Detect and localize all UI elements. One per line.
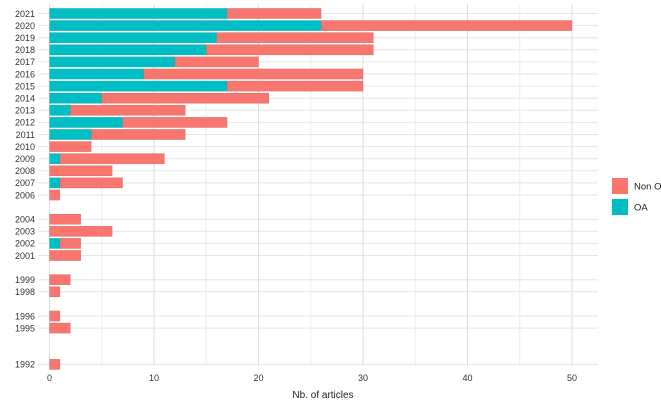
- legend-label: Non OA: [634, 182, 661, 193]
- label-layer: 2021 2020 2019 2018 2017 2016 2015 2014 2013 2012…: [15, 9, 577, 383]
- bar-oa: [49, 44, 207, 56]
- bar-non-oa: [59, 153, 165, 165]
- bar-oa: [49, 32, 217, 44]
- bar-non-oa: [49, 213, 82, 225]
- legend-label: OA: [634, 203, 648, 214]
- y-tick-label: 1995: [15, 323, 35, 333]
- x-tick-label: 50: [567, 373, 577, 383]
- y-tick-label: 2017: [15, 57, 35, 67]
- bar-oa: [49, 116, 123, 128]
- y-tick-label: 2016: [15, 69, 35, 79]
- bar-oa: [49, 8, 228, 19]
- bar-non-oa: [49, 359, 61, 370]
- y-tick-label: 2009: [15, 154, 35, 164]
- x-tick-label: 0: [47, 373, 52, 383]
- bar-non-oa: [206, 44, 374, 56]
- x-axis-title: Nb. of articles: [292, 390, 353, 401]
- bar-oa: [49, 56, 176, 68]
- bar-non-oa: [174, 56, 259, 68]
- y-tick-label: 2020: [15, 21, 35, 31]
- y-tick-label: 1996: [15, 311, 35, 321]
- bar-non-oa: [122, 116, 228, 128]
- bar-non-oa: [91, 129, 186, 140]
- bar-non-oa: [49, 141, 92, 152]
- bar-oa: [49, 153, 61, 165]
- bar-non-oa: [49, 274, 71, 286]
- legend: Non OA OA: [612, 178, 661, 215]
- y-tick-label: 1998: [15, 287, 35, 297]
- y-tick-label: 2008: [15, 166, 35, 176]
- y-tick-label: 2015: [15, 81, 35, 91]
- bar-oa: [49, 92, 102, 104]
- bar-non-oa: [321, 20, 573, 31]
- bar-non-oa: [59, 237, 82, 249]
- y-tick-label: 2013: [15, 106, 35, 116]
- y-tick-label: 2007: [15, 178, 35, 188]
- x-tick-label: 40: [462, 373, 472, 383]
- bar-oa: [49, 80, 228, 92]
- bar-non-oa: [49, 322, 71, 334]
- y-tick-label: 2018: [15, 45, 35, 55]
- y-tick-label: 2019: [15, 33, 35, 43]
- bar-non-oa: [143, 68, 364, 80]
- y-tick-label: 2021: [15, 9, 35, 19]
- y-tick-label: 2002: [15, 239, 35, 249]
- y-tick-label: 2012: [15, 118, 35, 128]
- bar-oa: [49, 20, 322, 31]
- y-tick-label: 2011: [16, 130, 35, 140]
- bar-non-oa: [101, 92, 270, 104]
- y-tick-label: 2001: [15, 251, 35, 261]
- bar-oa: [49, 237, 61, 249]
- x-tick-label: 20: [253, 373, 263, 383]
- bar-oa: [49, 68, 144, 80]
- bar-non-oa: [49, 250, 82, 261]
- bar-non-oa: [49, 165, 113, 177]
- bar-oa: [49, 104, 71, 116]
- legend-swatch: [612, 178, 628, 194]
- bar-non-oa: [59, 177, 123, 189]
- y-tick-label: 2004: [15, 215, 35, 225]
- bar-non-oa: [216, 32, 374, 44]
- y-tick-label: 2014: [15, 94, 35, 104]
- legend-swatch: [612, 199, 628, 215]
- y-tick-label: 1992: [15, 360, 35, 370]
- y-tick-label: 1999: [15, 275, 35, 285]
- y-tick-label: 2006: [15, 190, 35, 200]
- bar-non-oa: [226, 80, 364, 92]
- bar-non-oa: [70, 104, 186, 116]
- bar-oa: [49, 129, 92, 140]
- y-tick-label: 2003: [15, 227, 35, 237]
- bar-layer: [49, 8, 573, 370]
- bar-oa: [49, 177, 61, 189]
- bar-non-oa: [49, 189, 61, 201]
- y-tick-label: 2010: [15, 142, 35, 152]
- bar-non-oa: [49, 310, 61, 322]
- bar-non-oa: [226, 8, 322, 19]
- bar-non-oa: [49, 225, 113, 237]
- bar-non-oa: [49, 286, 61, 298]
- x-tick-label: 30: [358, 373, 368, 383]
- x-tick-label: 10: [149, 373, 159, 383]
